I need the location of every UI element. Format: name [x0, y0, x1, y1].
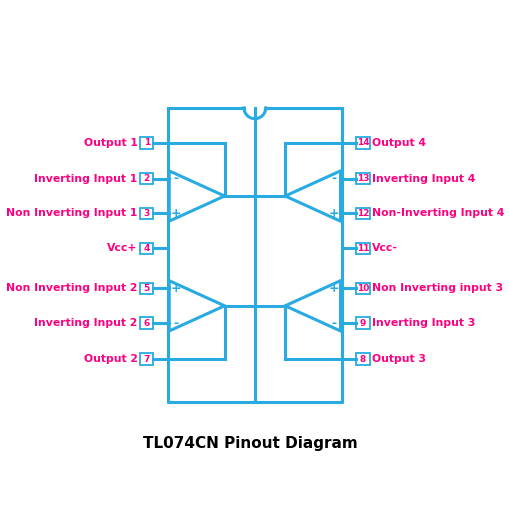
Text: +: +: [170, 282, 181, 295]
Text: 3: 3: [144, 209, 150, 218]
Text: -: -: [173, 317, 178, 330]
Text: +: +: [328, 207, 338, 220]
Text: 11: 11: [356, 244, 369, 253]
FancyBboxPatch shape: [140, 173, 153, 184]
Text: Non-Inverting Input 4: Non-Inverting Input 4: [372, 208, 503, 219]
Text: Non Inverting Input 1: Non Inverting Input 1: [6, 208, 137, 219]
Text: 14: 14: [356, 138, 369, 147]
Text: +: +: [328, 282, 338, 295]
Text: -: -: [173, 172, 178, 185]
FancyBboxPatch shape: [356, 173, 369, 184]
FancyBboxPatch shape: [356, 243, 369, 254]
Text: Inverting Input 3: Inverting Input 3: [372, 318, 474, 328]
FancyBboxPatch shape: [356, 317, 369, 329]
FancyBboxPatch shape: [140, 207, 153, 219]
Text: Inverting Input 4: Inverting Input 4: [372, 174, 474, 183]
FancyBboxPatch shape: [356, 353, 369, 365]
Text: Inverting Input 2: Inverting Input 2: [34, 318, 137, 328]
Text: +: +: [170, 207, 181, 220]
Text: -: -: [331, 172, 336, 185]
Text: TL074CN Pinout Diagram: TL074CN Pinout Diagram: [143, 435, 357, 451]
Text: Non Inverting input 3: Non Inverting input 3: [372, 284, 502, 293]
FancyBboxPatch shape: [356, 283, 369, 294]
FancyBboxPatch shape: [140, 283, 153, 294]
Text: Vcc+: Vcc+: [107, 243, 137, 253]
FancyBboxPatch shape: [356, 207, 369, 219]
Text: Inverting Input 1: Inverting Input 1: [34, 174, 137, 183]
Text: Output 2: Output 2: [83, 354, 137, 364]
Text: 8: 8: [359, 355, 365, 363]
Text: 12: 12: [356, 209, 369, 218]
Text: Vcc-: Vcc-: [372, 243, 398, 253]
Text: 4: 4: [143, 244, 150, 253]
Text: Output 4: Output 4: [372, 138, 426, 148]
FancyBboxPatch shape: [140, 353, 153, 365]
Text: 9: 9: [359, 319, 365, 328]
Text: 1: 1: [144, 138, 150, 147]
FancyBboxPatch shape: [356, 137, 369, 149]
Text: Output 1: Output 1: [83, 138, 137, 148]
Text: 6: 6: [144, 319, 150, 328]
Text: -: -: [331, 317, 336, 330]
Text: 7: 7: [143, 355, 150, 363]
Text: Output 3: Output 3: [372, 354, 426, 364]
FancyBboxPatch shape: [140, 137, 153, 149]
Text: 10: 10: [356, 284, 369, 293]
FancyBboxPatch shape: [140, 317, 153, 329]
FancyBboxPatch shape: [140, 243, 153, 254]
Text: 13: 13: [356, 174, 369, 183]
Text: 2: 2: [144, 174, 150, 183]
Text: 5: 5: [144, 284, 150, 293]
Text: Non Inverting Input 2: Non Inverting Input 2: [6, 284, 137, 293]
